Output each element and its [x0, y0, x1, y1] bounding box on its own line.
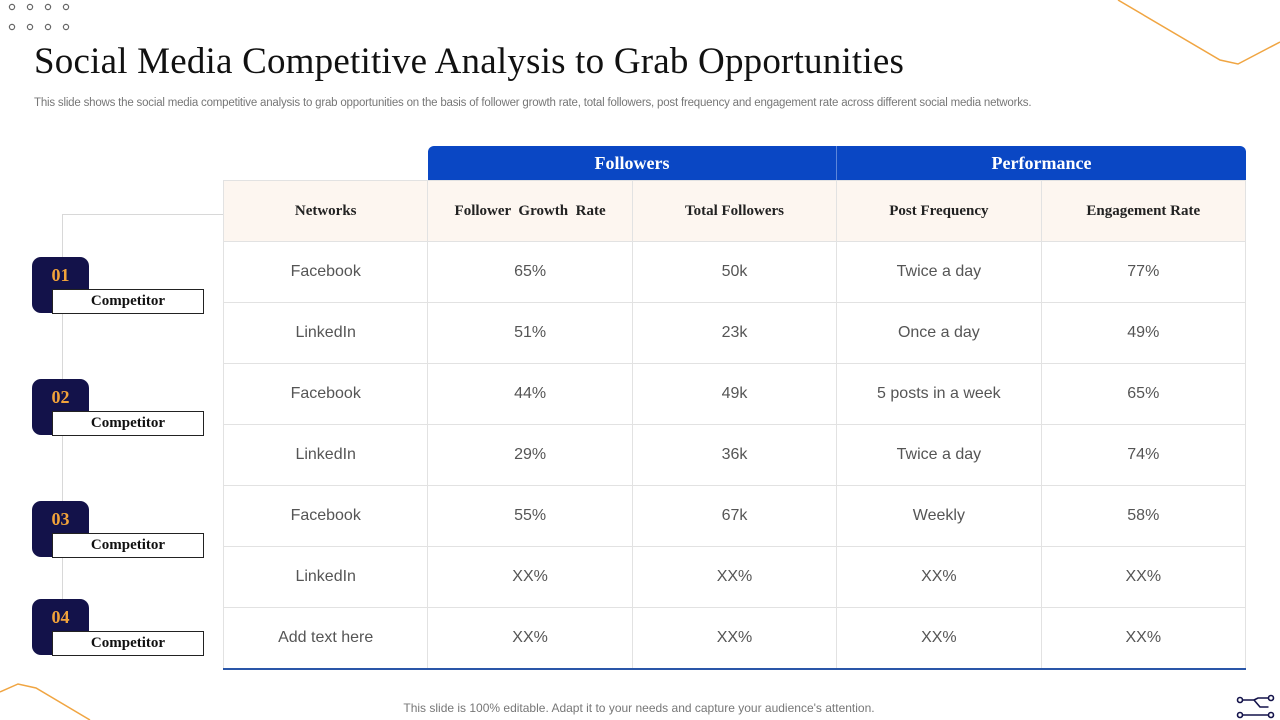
- competitor-marker: 01 Competitor: [32, 257, 207, 317]
- table-cell: Weekly: [836, 485, 1042, 547]
- competitor-marker: 04 Competitor: [32, 599, 207, 659]
- table-cell: Facebook: [222, 485, 429, 547]
- table-cell: 58%: [1040, 485, 1247, 547]
- decorative-line: [1117, 0, 1280, 65]
- competitor-number: 04: [51, 607, 70, 627]
- table-cell: XX%: [631, 607, 838, 670]
- table-cell: Add text here: [222, 607, 429, 670]
- page-title: Social Media Competitive Analysis to Gra…: [34, 41, 905, 82]
- table-cell: 65%: [1040, 363, 1247, 425]
- decorative-line: [0, 683, 91, 720]
- competitor-number: 02: [51, 387, 70, 407]
- table-cell: 77%: [1040, 241, 1247, 303]
- competitor-label: Competitor: [52, 289, 204, 314]
- table-cell: Facebook: [222, 241, 429, 303]
- table-cell: XX%: [836, 607, 1042, 670]
- network-icon: [1236, 694, 1275, 719]
- competitive-analysis-table: Networks Follower Growth Rate Total Foll…: [222, 180, 1247, 670]
- table-cell: 44%: [427, 363, 633, 425]
- table-row: Facebook 65% 50k Twice a day 77%: [222, 241, 1247, 303]
- table-cell: 50k: [631, 241, 838, 303]
- dot-grid-icon: [8, 3, 70, 31]
- table-cell: 5 posts in a week: [836, 363, 1042, 425]
- table-cell: 49k: [631, 363, 838, 425]
- performance-group-header: Performance: [836, 146, 1246, 180]
- column-header: Total Followers: [631, 180, 838, 242]
- footer-note: This slide is 100% editable. Adapt it to…: [403, 701, 875, 715]
- table-row: LinkedIn 29% 36k Twice a day 74%: [222, 424, 1247, 486]
- table-cell: 23k: [631, 302, 838, 364]
- table-cell: XX%: [836, 546, 1042, 608]
- table-cell: LinkedIn: [222, 546, 429, 608]
- table-row: Facebook 55% 67k Weekly 58%: [222, 485, 1247, 547]
- column-header: Engagement Rate: [1040, 180, 1247, 242]
- table-cell: XX%: [1040, 546, 1247, 608]
- column-header: Networks: [222, 180, 429, 242]
- table-row: LinkedIn 51% 23k Once a day 49%: [222, 302, 1247, 364]
- table-cell: Facebook: [222, 363, 429, 425]
- table-cell: XX%: [631, 546, 838, 608]
- table-header-row: Networks Follower Growth Rate Total Foll…: [222, 180, 1247, 242]
- table-cell: 29%: [427, 424, 633, 486]
- competitor-marker: 03 Competitor: [32, 501, 207, 561]
- table-cell: 65%: [427, 241, 633, 303]
- table-cell: 67k: [631, 485, 838, 547]
- column-header: Follower Growth Rate: [427, 180, 633, 242]
- table-cell: 49%: [1040, 302, 1247, 364]
- table-cell: LinkedIn: [222, 424, 429, 486]
- table-row: Add text here XX% XX% XX% XX%: [222, 607, 1247, 670]
- table-cell: Twice a day: [836, 424, 1042, 486]
- table-cell: LinkedIn: [222, 302, 429, 364]
- competitor-label: Competitor: [52, 411, 204, 436]
- table-cell: XX%: [427, 546, 633, 608]
- table-cell: 51%: [427, 302, 633, 364]
- table-row: LinkedIn XX% XX% XX% XX%: [222, 546, 1247, 608]
- connector-line: [62, 214, 223, 215]
- table-cell: XX%: [1040, 607, 1247, 670]
- competitor-marker: 02 Competitor: [32, 379, 207, 439]
- table-cell: 74%: [1040, 424, 1247, 486]
- competitor-label: Competitor: [52, 533, 204, 558]
- table-cell: XX%: [427, 607, 633, 670]
- table-cell: Twice a day: [836, 241, 1042, 303]
- competitor-number: 01: [51, 265, 70, 285]
- table-cell: Once a day: [836, 302, 1042, 364]
- table-cell: 36k: [631, 424, 838, 486]
- followers-group-header: Followers: [428, 146, 836, 180]
- competitor-number: 03: [51, 509, 70, 529]
- table-cell: 55%: [427, 485, 633, 547]
- column-header: Post Frequency: [836, 180, 1042, 242]
- page-subtitle: This slide shows the social media compet…: [34, 97, 1032, 109]
- table-row: Facebook 44% 49k 5 posts in a week 65%: [222, 363, 1247, 425]
- competitor-label: Competitor: [52, 631, 204, 656]
